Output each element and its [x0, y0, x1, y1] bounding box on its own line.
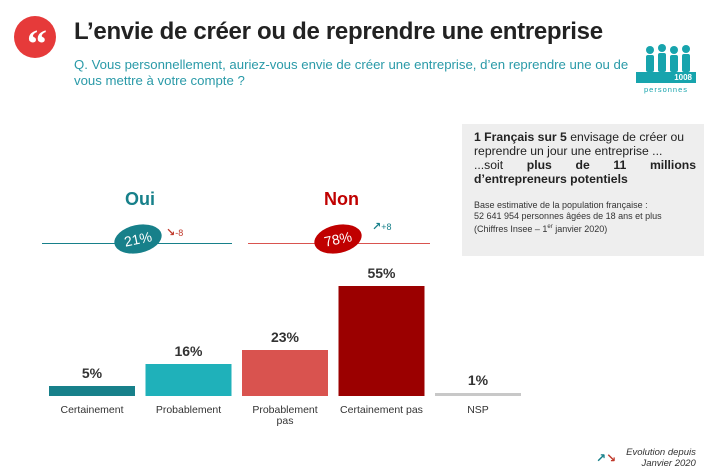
- category-label-2: Probablement: [156, 404, 221, 416]
- bar-4: [338, 286, 425, 396]
- info-box: 1 Français sur 5 envisage de créer ou re…: [462, 124, 704, 256]
- non-evolution-value: +8: [381, 222, 392, 232]
- arrow-up-icon: ↗: [372, 221, 382, 233]
- people-icon: [646, 44, 690, 72]
- quote-icon: “: [14, 16, 56, 66]
- info-line3-word1: plus: [526, 158, 552, 172]
- info-base: Base estimative de la population françai…: [474, 200, 696, 235]
- value-label-1: 5%: [82, 365, 103, 381]
- bar-5: [435, 393, 521, 396]
- info-line1: envisage de créer ou reprendre un jour u…: [474, 130, 685, 158]
- value-label-2: 16%: [174, 343, 203, 359]
- info-base-line1: Base estimative de la population françai…: [474, 200, 648, 210]
- info-headline: 1 Français sur 5 envisage de créer ou re…: [474, 130, 696, 158]
- value-label-4: 55%: [367, 265, 396, 281]
- info-line3-word4: millions: [649, 158, 696, 172]
- info-line3-word3: 11: [613, 158, 627, 172]
- info-base-date: janvier 2020): [552, 224, 608, 234]
- bar-1: [49, 386, 135, 396]
- bar-3: [242, 350, 328, 396]
- info-line3-word2: de: [575, 158, 590, 172]
- category-label-line: pas: [277, 415, 294, 427]
- info-base-sup: er: [547, 224, 553, 230]
- category-label-1: Certainement: [60, 404, 123, 416]
- legend: ↗↘ Evolution depuis Janvier 2020: [596, 447, 696, 469]
- category-label-line: Certainement pas: [340, 404, 423, 416]
- arrow-up-icon: ↗: [596, 451, 607, 465]
- info-base-line3: (Chiffres Insee – 1er janvier 2020): [474, 222, 696, 235]
- sample-size-logo: 1008 personnes: [636, 44, 696, 94]
- category-label-3: Probablement pas: [252, 404, 317, 427]
- category-label-line: Probablement: [252, 404, 317, 416]
- category-label-line: NSP: [467, 404, 489, 416]
- legend-line1: Evolution depuis: [626, 447, 696, 458]
- arrow-down-icon: ↘: [166, 227, 176, 239]
- oui-title: Oui: [125, 189, 155, 209]
- sample-count: 1008: [636, 72, 696, 83]
- non-title: Non: [324, 189, 359, 209]
- survey-question: Q. Vous personnellement, auriez-vous env…: [74, 57, 629, 88]
- value-label-5: 1%: [468, 372, 489, 388]
- page-title: L’envie de créer ou de reprendre une ent…: [74, 18, 603, 45]
- info-line3: ...soit plus de 11 millions: [474, 158, 696, 172]
- non-evolution: ↗+8: [372, 220, 391, 233]
- info-base-source: (Chiffres Insee – 1: [474, 224, 548, 234]
- info-line3-prefix: ...soit: [474, 158, 504, 172]
- legend-line2: Janvier 2020: [641, 458, 696, 469]
- category-label-line: Certainement: [60, 404, 123, 416]
- category-label-4: Certainement pas: [340, 404, 423, 416]
- oui-evolution: ↘-8: [166, 226, 183, 239]
- arrow-down-icon: ↘: [606, 451, 617, 465]
- legend-arrows: ↗↘: [596, 451, 616, 465]
- legend-text: Evolution depuis Janvier 2020: [626, 447, 696, 469]
- category-label-5: NSP: [467, 404, 489, 416]
- bar-2: [145, 364, 232, 396]
- info-base-line2: 52 641 954 personnes âgées de 18 ans et …: [474, 211, 662, 221]
- info-highlight: 1 Français sur 5: [474, 130, 567, 144]
- category-label-line: Probablement: [156, 404, 221, 416]
- value-label-3: 23%: [271, 329, 300, 345]
- oui-evolution-value: -8: [175, 228, 184, 238]
- info-line4: d’entrepreneurs potentiels: [474, 172, 628, 186]
- sample-label: personnes: [643, 85, 689, 94]
